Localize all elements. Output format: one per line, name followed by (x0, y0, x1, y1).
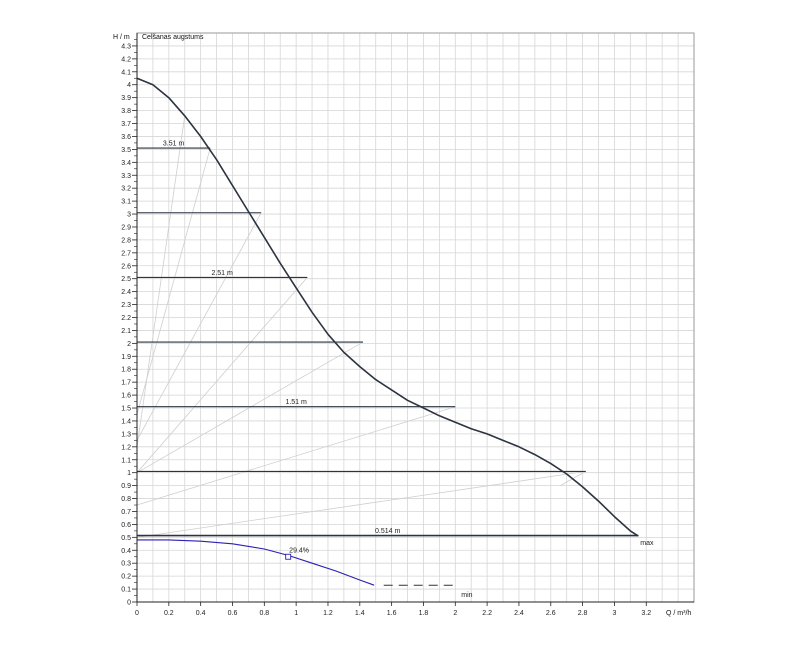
y-tick-label: 1.8 (121, 367, 131, 374)
y-tick-label: 0.2 (121, 574, 131, 581)
radial-rays (136, 115, 586, 538)
x-tick-label: 2.2 (482, 610, 492, 617)
constant-head-lines: 3.51 m 2.51 m 1.51 m 0.514 m (137, 141, 639, 537)
y-tick-label: 4 (127, 82, 131, 89)
y-tick-label: 0.4 (121, 548, 131, 555)
x-tick-label: 2.8 (578, 610, 588, 617)
y-tick-label: 1.7 (121, 380, 131, 387)
constant-head-label: 0.514 m (375, 528, 400, 535)
radial-ray (136, 115, 186, 447)
y-tick-label: 2.4 (121, 289, 131, 296)
y-tick-label: 3.7 (121, 121, 131, 128)
y-tick-label: 2.7 (121, 250, 131, 257)
y-tick-label: 0.6 (121, 522, 131, 529)
constant-head-label: 2.51 m (211, 270, 233, 277)
x-tick-label: 1.8 (419, 610, 429, 617)
x-tick-label: 2.4 (514, 610, 524, 617)
x-tick-label: 2.6 (546, 610, 556, 617)
x-tick-label: 1.2 (323, 610, 333, 617)
x-tick-label: 3 (612, 610, 616, 617)
x-tick-label: 3.2 (641, 610, 651, 617)
efficiency-marker (285, 553, 292, 560)
x-axis-label: Q / m³/h (666, 610, 691, 617)
y-tick-label: 0.7 (121, 509, 131, 516)
chart-title: Celšanas augstums (142, 34, 204, 41)
y-tick-label: 1.5 (121, 406, 131, 413)
y-tick-label: 3.6 (121, 134, 131, 141)
y-tick-label: 3.1 (121, 199, 131, 206)
y-tick-label: 3.5 (121, 147, 131, 154)
series: max min 29.4% (136, 77, 654, 599)
y-tick-label: 2.9 (121, 224, 131, 231)
y-tick-label: 1.1 (121, 457, 131, 464)
y-tick-label: 4.2 (121, 56, 131, 63)
y-tick-label: 0.3 (121, 561, 131, 568)
y-tick-label: 1 (127, 470, 131, 477)
efficiency-label: 29.4% (289, 548, 309, 555)
tick-labels: 0 0.1 0.2 0.3 0.4 0.5 0.6 0.7 0.8 0.9 1 1.1 1.2 1.3 1.… (121, 39, 651, 617)
y-tick-label: 3.3 (121, 173, 131, 180)
y-tick-label: 1.3 (121, 431, 131, 438)
labels: Celšanas augstums H / m Q / m³/h (113, 34, 691, 617)
y-tick-label: 2.3 (121, 302, 131, 309)
radial-ray (136, 406, 456, 506)
y-tick-label: 1.6 (121, 393, 131, 400)
radial-ray (136, 277, 308, 473)
x-tick-label: 0 (135, 610, 139, 617)
radial-ray (136, 147, 211, 415)
min-curve-label: min (461, 592, 472, 599)
y-tick-label: 2 (127, 341, 131, 348)
x-tick-label: 1.6 (387, 610, 397, 617)
y-tick-label: 0.9 (121, 483, 131, 490)
series-line-max (136, 77, 639, 537)
y-tick-label: 1.9 (121, 354, 131, 361)
y-axis-label: H / m (113, 34, 130, 41)
x-tick-label: 0.2 (164, 610, 174, 617)
x-tick-label: 2 (453, 610, 457, 617)
grid (136, 32, 695, 603)
y-tick-label: 3 (127, 212, 131, 219)
y-tick-label: 0.1 (121, 587, 131, 594)
max-curve-label: max (640, 540, 654, 547)
series-line-min (137, 539, 375, 586)
y-tick-label: 2.1 (121, 328, 131, 335)
y-tick-label: 2.5 (121, 276, 131, 283)
y-tick-label: 2.6 (121, 263, 131, 270)
y-tick-label: 1.2 (121, 444, 131, 451)
y-tick-label: 3.8 (121, 108, 131, 115)
constant-head-label: 3.51 m (163, 141, 185, 148)
y-tick-label: 3.9 (121, 95, 131, 102)
y-tick-label: 4.1 (121, 69, 131, 76)
y-tick-label: 3.2 (121, 186, 131, 193)
constant-head-label: 1.51 m (285, 399, 307, 406)
radial-ray (136, 212, 262, 441)
y-tick-label: 1.4 (121, 418, 131, 425)
radial-ray (136, 341, 364, 474)
y-tick-label: 2.2 (121, 315, 131, 322)
y-tick-label: 0.8 (121, 496, 131, 503)
x-tick-label: 0.6 (228, 610, 238, 617)
y-tick-label: 2.8 (121, 237, 131, 244)
y-tick-label: 0 (127, 600, 131, 607)
x-tick-label: 1.4 (355, 610, 365, 617)
y-tick-label: 0.5 (121, 535, 131, 542)
x-tick-label: 1 (294, 610, 298, 617)
x-tick-label: 0.8 (259, 610, 269, 617)
y-tick-label: 3.4 (121, 160, 131, 167)
x-tick-label: 0.4 (196, 610, 206, 617)
radial-ray (136, 470, 586, 538)
y-tick-label: 4.3 (121, 43, 131, 50)
